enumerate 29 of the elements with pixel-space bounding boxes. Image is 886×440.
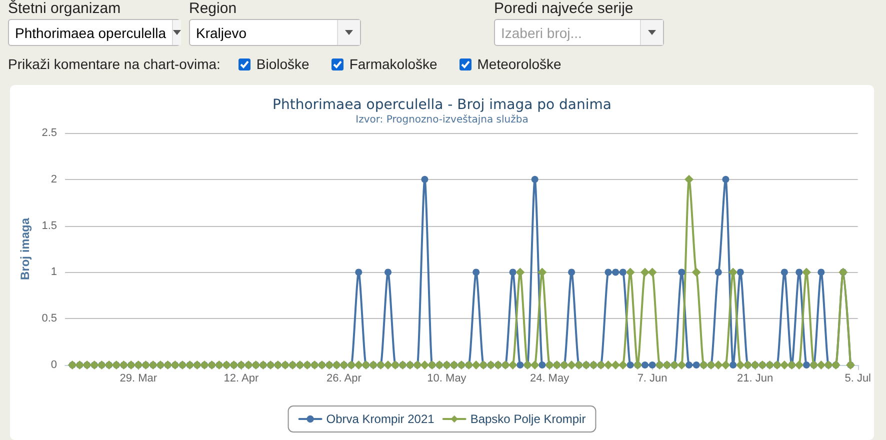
text: Poredi najveće serije xyxy=(494,0,634,17)
x-tick-label: 26. Apr xyxy=(326,372,362,384)
y-tick-label: 0 xyxy=(50,359,57,371)
text: Biološke xyxy=(255,56,310,72)
y-tick-label: 2.5 xyxy=(42,127,57,139)
y-axis-title: Broj imaga xyxy=(18,218,32,280)
legend-label: Obrva Krompir 2021 xyxy=(326,412,435,426)
x-tick-label: 24. May xyxy=(530,372,570,384)
chart-subtitle: Izvor: Prognozno-izveštajna služba xyxy=(356,114,528,126)
x-tick-label: 12. Apr xyxy=(224,372,259,384)
legend-label: Bapsko Polje Krompir xyxy=(470,412,586,426)
dropdown-field: Kraljevo xyxy=(189,19,361,46)
x-tick-label: 7. Jun xyxy=(637,372,668,384)
text: Region xyxy=(189,0,238,17)
dropdown-field: Phthorimaea operculella xyxy=(8,19,180,46)
x-tick-label: 21. Jun xyxy=(737,372,774,384)
x-tick-label: 29. Mar xyxy=(120,372,158,384)
x-tick-label: 5. Jul xyxy=(844,372,872,384)
dropdown-field: Izaberi broj... xyxy=(494,19,664,46)
y-tick-label: 1 xyxy=(50,266,57,278)
y-tick-label: 1.5 xyxy=(42,220,57,232)
y-tick-label: 2 xyxy=(50,173,57,186)
text: Meteorološke xyxy=(476,56,562,72)
x-tick-label: 10. May xyxy=(427,372,467,384)
y-tick-label: 0.5 xyxy=(42,312,57,325)
text: Farmakološke xyxy=(348,56,438,72)
text: Štetni organizam xyxy=(8,0,122,17)
chart-title: Phthorimaea operculella - Broj imaga po danima xyxy=(272,97,612,113)
text: Prikaži komentare na chart-ovima: xyxy=(8,56,220,72)
